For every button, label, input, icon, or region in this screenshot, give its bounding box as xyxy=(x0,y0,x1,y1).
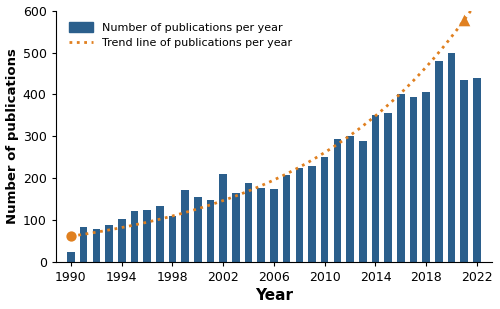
Bar xyxy=(460,80,468,262)
Bar xyxy=(346,136,354,262)
Bar xyxy=(270,189,278,262)
Bar xyxy=(283,175,290,262)
Bar xyxy=(80,227,88,262)
Bar xyxy=(245,183,252,262)
X-axis label: Year: Year xyxy=(255,288,293,303)
Bar xyxy=(334,138,341,262)
Bar xyxy=(130,211,138,262)
Bar xyxy=(410,96,418,262)
Bar xyxy=(92,229,100,262)
Bar xyxy=(448,53,456,262)
Bar xyxy=(473,78,480,262)
Y-axis label: Number of publications: Number of publications xyxy=(6,49,18,224)
Bar xyxy=(206,200,214,262)
Bar xyxy=(105,225,113,262)
Bar xyxy=(182,190,189,262)
Bar xyxy=(296,168,303,262)
Bar xyxy=(168,216,176,262)
Point xyxy=(67,234,75,239)
Bar xyxy=(397,95,404,262)
Bar xyxy=(232,193,239,262)
Bar xyxy=(194,197,202,262)
Bar xyxy=(321,157,328,262)
Bar xyxy=(156,206,164,262)
Bar xyxy=(384,113,392,262)
Bar xyxy=(308,166,316,262)
Legend: Number of publications per year, Trend line of publications per year: Number of publications per year, Trend l… xyxy=(66,19,296,51)
Bar xyxy=(435,61,442,262)
Bar xyxy=(372,116,379,262)
Bar xyxy=(144,210,151,262)
Bar xyxy=(422,92,430,262)
Bar xyxy=(220,174,227,262)
Bar xyxy=(359,141,366,262)
Bar xyxy=(67,252,75,262)
Point xyxy=(460,17,468,22)
Bar xyxy=(118,219,126,262)
Bar xyxy=(258,188,265,262)
